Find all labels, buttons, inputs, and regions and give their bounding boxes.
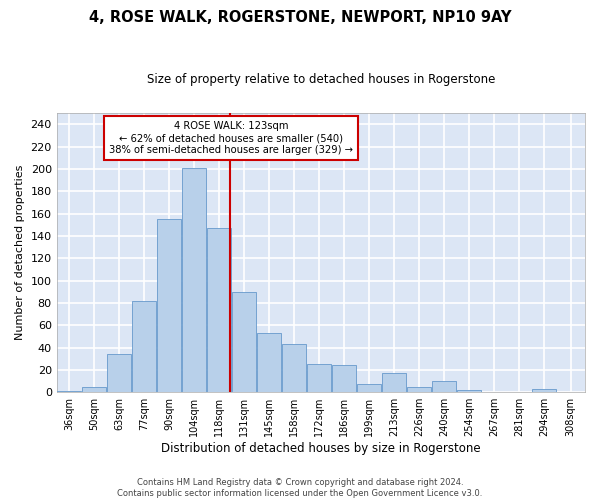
Text: Contains HM Land Registry data © Crown copyright and database right 2024.
Contai: Contains HM Land Registry data © Crown c…: [118, 478, 482, 498]
Bar: [357, 384, 381, 392]
Bar: [282, 344, 306, 392]
X-axis label: Distribution of detached houses by size in Rogerstone: Distribution of detached houses by size …: [161, 442, 481, 455]
Text: 4 ROSE WALK: 123sqm
← 62% of detached houses are smaller (540)
38% of semi-detac: 4 ROSE WALK: 123sqm ← 62% of detached ho…: [109, 122, 353, 154]
Bar: [332, 366, 356, 392]
Bar: [82, 386, 106, 392]
Bar: [232, 292, 256, 392]
Text: 4, ROSE WALK, ROGERSTONE, NEWPORT, NP10 9AY: 4, ROSE WALK, ROGERSTONE, NEWPORT, NP10 …: [89, 10, 511, 25]
Y-axis label: Number of detached properties: Number of detached properties: [15, 165, 25, 340]
Title: Size of property relative to detached houses in Rogerstone: Size of property relative to detached ho…: [146, 72, 495, 86]
Bar: [182, 168, 206, 392]
Bar: [157, 219, 181, 392]
Bar: [207, 228, 231, 392]
Bar: [407, 386, 431, 392]
Bar: [431, 381, 456, 392]
Bar: [107, 354, 131, 392]
Bar: [457, 390, 481, 392]
Bar: [132, 300, 157, 392]
Bar: [257, 333, 281, 392]
Bar: [382, 373, 406, 392]
Bar: [57, 391, 82, 392]
Bar: [307, 364, 331, 392]
Bar: [532, 389, 556, 392]
